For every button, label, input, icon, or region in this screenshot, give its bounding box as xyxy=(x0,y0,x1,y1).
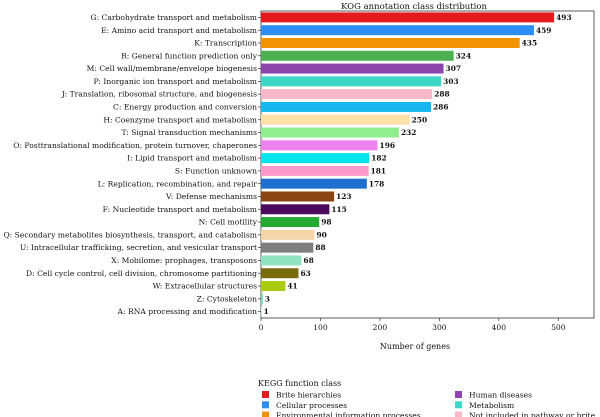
category-label: F: Nucleotide transport and metabolism xyxy=(103,205,257,214)
bar xyxy=(261,37,520,48)
value-label: 41 xyxy=(287,282,297,291)
value-label: 68 xyxy=(303,256,313,265)
bar xyxy=(261,12,555,23)
value-label: 123 xyxy=(336,192,351,201)
x-tick-label: 200 xyxy=(373,323,388,332)
category-label: M: Cell wall/membrane/envelope biogenesi… xyxy=(87,64,257,73)
legend-swatch xyxy=(455,411,462,417)
category-label: G: Carbohydrate transport and metabolism xyxy=(91,13,257,22)
value-label: 196 xyxy=(380,141,395,150)
legend-title: KEGG function class xyxy=(258,379,341,388)
category-label: E: Amino acid transport and metabolism xyxy=(101,26,257,35)
legend-swatch xyxy=(455,391,462,398)
value-label: 288 xyxy=(434,90,449,99)
category-label: U: Intracellular trafficking, secretion,… xyxy=(20,243,257,252)
category-label: K: Transcription xyxy=(194,39,257,48)
bar xyxy=(261,153,370,164)
x-axis-label: Number of genes xyxy=(380,342,450,351)
bar xyxy=(261,281,286,292)
bar xyxy=(261,127,399,138)
bar xyxy=(261,293,263,304)
legend-label: Cellular processes xyxy=(276,401,347,410)
bar xyxy=(261,229,315,240)
value-label: 3 xyxy=(265,294,270,303)
bar xyxy=(261,50,454,61)
category-label: R: General function prediction only xyxy=(121,51,258,60)
category-label: Q: Secondary metabolites biosynthesis, t… xyxy=(3,230,257,239)
category-label: Z: Cytoskeleton xyxy=(197,294,258,303)
legend-swatch xyxy=(262,411,269,417)
value-label: 98 xyxy=(321,218,331,227)
legend-label: Environmental information processes xyxy=(276,411,421,417)
value-label: 1 xyxy=(264,307,269,316)
category-label: O: Posttranslational modification, prote… xyxy=(13,141,257,150)
value-label: 88 xyxy=(315,243,325,252)
x-tick-label: 400 xyxy=(492,323,507,332)
legend-swatch xyxy=(262,391,269,398)
legend-label: Brite hierarchies xyxy=(276,391,341,400)
category-label: S: Function unknown xyxy=(175,166,257,175)
bar xyxy=(261,25,534,36)
legend-label: Metabolism xyxy=(469,401,514,410)
bar xyxy=(261,217,320,228)
category-label: W: Extracellular structures xyxy=(153,282,257,291)
value-label: 182 xyxy=(371,154,386,163)
bar xyxy=(261,268,299,279)
category-label: T: Signal transduction mechanisms xyxy=(121,128,257,137)
category-label: N: Cell motility xyxy=(199,218,258,227)
legend-label: Not included in pathway or brite xyxy=(469,411,596,417)
value-label: 115 xyxy=(331,205,346,214)
category-label: I: Lipid transport and metabolism xyxy=(127,154,257,163)
plot-area: G: Carbohydrate transport and metabolism… xyxy=(3,10,595,332)
value-label: 181 xyxy=(371,166,386,175)
bar xyxy=(261,191,335,202)
bar xyxy=(261,306,262,317)
value-label: 286 xyxy=(433,103,448,112)
x-tick-label: 500 xyxy=(551,323,566,332)
plot-frame xyxy=(260,10,595,319)
bar xyxy=(261,101,432,112)
bar xyxy=(261,255,302,266)
value-label: 63 xyxy=(300,269,310,278)
category-label: A: RNA processing and modification xyxy=(117,307,258,316)
x-tick-label: 300 xyxy=(432,323,447,332)
value-label: 90 xyxy=(317,230,327,239)
value-label: 459 xyxy=(536,26,551,35)
bar xyxy=(261,242,314,253)
chart-title: KOG annotation class distribution xyxy=(341,2,487,12)
legend: KEGG function class Brite hierarchiesCel… xyxy=(258,379,596,417)
value-label: 303 xyxy=(443,77,458,86)
legend-swatch xyxy=(262,401,269,409)
value-label: 307 xyxy=(446,64,461,73)
bar xyxy=(261,178,367,189)
value-label: 435 xyxy=(522,39,537,48)
bar xyxy=(261,140,378,151)
bar xyxy=(261,89,433,100)
bar xyxy=(261,204,330,215)
value-label: 178 xyxy=(369,179,384,188)
category-label: J: Translation, ribosomal structure, and… xyxy=(61,90,257,99)
x-tick-label: 0 xyxy=(259,323,264,332)
value-label: 232 xyxy=(401,128,416,137)
category-label: D: Cell cycle control, cell division, ch… xyxy=(26,269,257,278)
category-label: H: Coenzyme transport and metabolism xyxy=(103,115,257,124)
value-label: 324 xyxy=(456,51,471,60)
bar xyxy=(261,114,410,125)
x-tick-label: 100 xyxy=(313,323,328,332)
category-label: P: Inorganic ion transport and metabolis… xyxy=(94,77,257,86)
category-label: C: Energy production and conversion xyxy=(113,103,257,112)
bar xyxy=(261,76,442,87)
category-label: X: Mobilome: prophages, transposons xyxy=(111,256,257,265)
value-label: 493 xyxy=(556,13,571,22)
legend-label: Human diseases xyxy=(469,391,532,400)
category-label: V: Defense mechanisms xyxy=(165,192,257,201)
bar xyxy=(261,165,369,176)
value-label: 250 xyxy=(412,115,427,124)
bar xyxy=(261,63,444,74)
legend-swatch xyxy=(455,401,462,409)
category-label: L: Replication, recombination, and repai… xyxy=(98,179,258,188)
